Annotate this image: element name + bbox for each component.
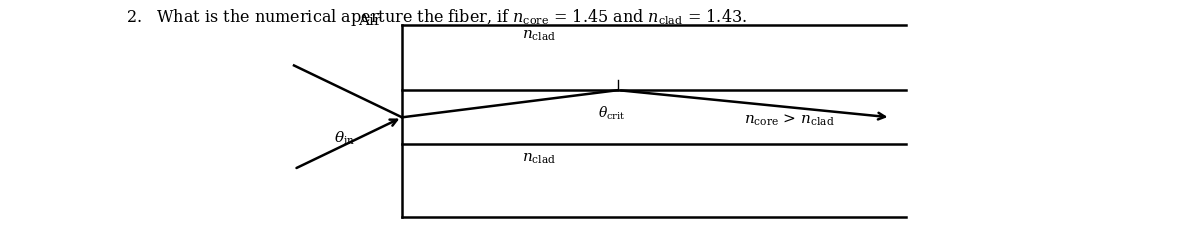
Text: $n_{\mathrm{core}}$ > $n_{\mathrm{clad}}$: $n_{\mathrm{core}}$ > $n_{\mathrm{clad}}…	[744, 112, 835, 128]
Text: $n_{\mathrm{clad}}$: $n_{\mathrm{clad}}$	[522, 28, 556, 43]
Text: Air: Air	[358, 14, 380, 28]
Text: $\theta_{\mathrm{in}}$: $\theta_{\mathrm{in}}$	[334, 130, 355, 147]
Text: 2.   What is the numerical aperture the fiber, if $n_{\mathrm{core}}$ = 1.45 and: 2. What is the numerical aperture the fi…	[126, 7, 748, 28]
Text: $n_{\mathrm{clad}}$: $n_{\mathrm{clad}}$	[522, 152, 556, 166]
Text: $\theta_{\mathrm{crit}}$: $\theta_{\mathrm{crit}}$	[598, 105, 625, 122]
